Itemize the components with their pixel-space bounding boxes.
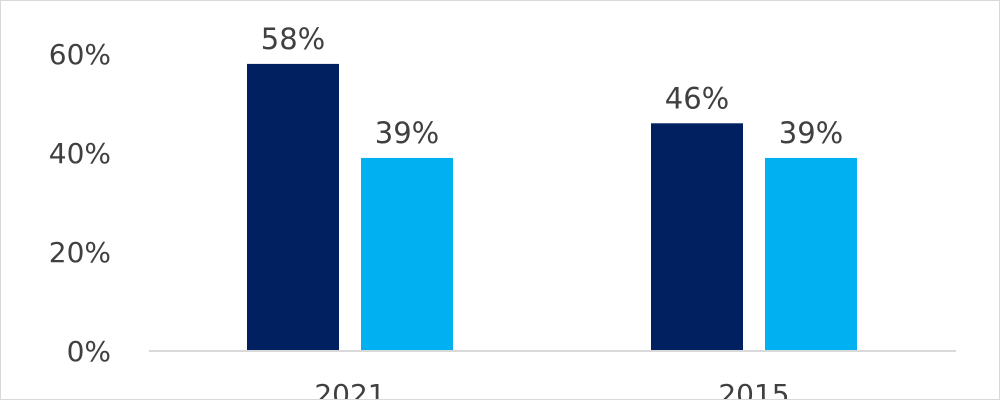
bars	[247, 63, 857, 352]
data-label-2015-series-2: 39%	[779, 116, 843, 150]
y-axis-ticks: 0% 20% 40% 60%	[49, 38, 111, 368]
bar-2015-series-2	[765, 157, 857, 351]
y-tick-label: 60%	[49, 38, 111, 71]
y-tick-label: 20%	[49, 236, 111, 269]
bar-2021-series-2	[361, 157, 453, 351]
data-label-2015-series-1: 46%	[665, 81, 729, 115]
data-label-2021-series-2: 39%	[375, 116, 439, 150]
y-tick-label: 40%	[49, 137, 111, 170]
category-label-2021: 2021	[314, 378, 385, 400]
y-tick-label: 0%	[67, 335, 111, 368]
bar-2021-series-1	[247, 63, 339, 352]
data-label-2021-series-1: 58%	[261, 22, 325, 56]
bar-2015-series-1	[651, 123, 743, 351]
category-label-2015: 2015	[718, 378, 789, 400]
data-labels: 58% 39% 46% 39%	[261, 22, 843, 150]
x-axis-categories: 2021 2015	[314, 378, 789, 400]
